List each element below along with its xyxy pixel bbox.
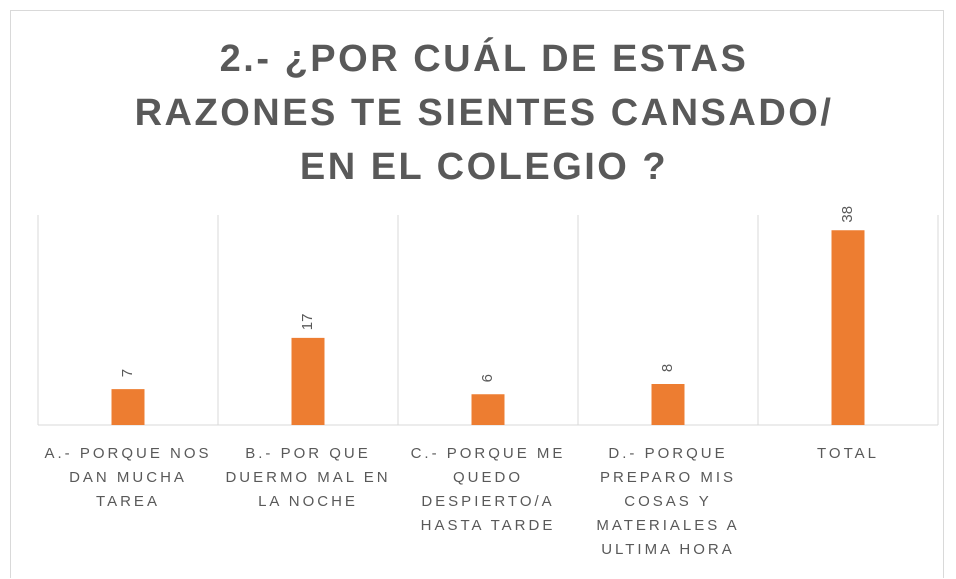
x-tick-label: C.- PORQUE ME QUEDO DESPIERTO/A HASTA TA… (410, 445, 566, 534)
data-label: 6 (479, 374, 496, 382)
x-tick-label: D.- PORQUE PREPARO MIS COSAS Y MATERIALE… (596, 445, 740, 558)
bar (831, 230, 865, 425)
data-label: 7 (119, 369, 136, 377)
bar (471, 394, 505, 425)
data-label: 38 (839, 206, 856, 223)
data-label: 8 (659, 364, 676, 372)
x-tick-label: B.- POR QUE DUERMO MAL EN LA NOCHE (225, 445, 391, 510)
bar (651, 384, 685, 425)
chart-border (10, 10, 944, 578)
x-tick-label: TOTAL (817, 445, 879, 462)
data-label: 17 (299, 314, 316, 331)
chart-title: 2.- ¿POR CUÁL DE ESTAS RAZONES TE SIENTE… (134, 38, 834, 188)
bar (111, 389, 145, 425)
x-tick-label: A.- PORQUE NOS DAN MUCHA TAREA (44, 445, 212, 510)
bar (291, 337, 325, 425)
